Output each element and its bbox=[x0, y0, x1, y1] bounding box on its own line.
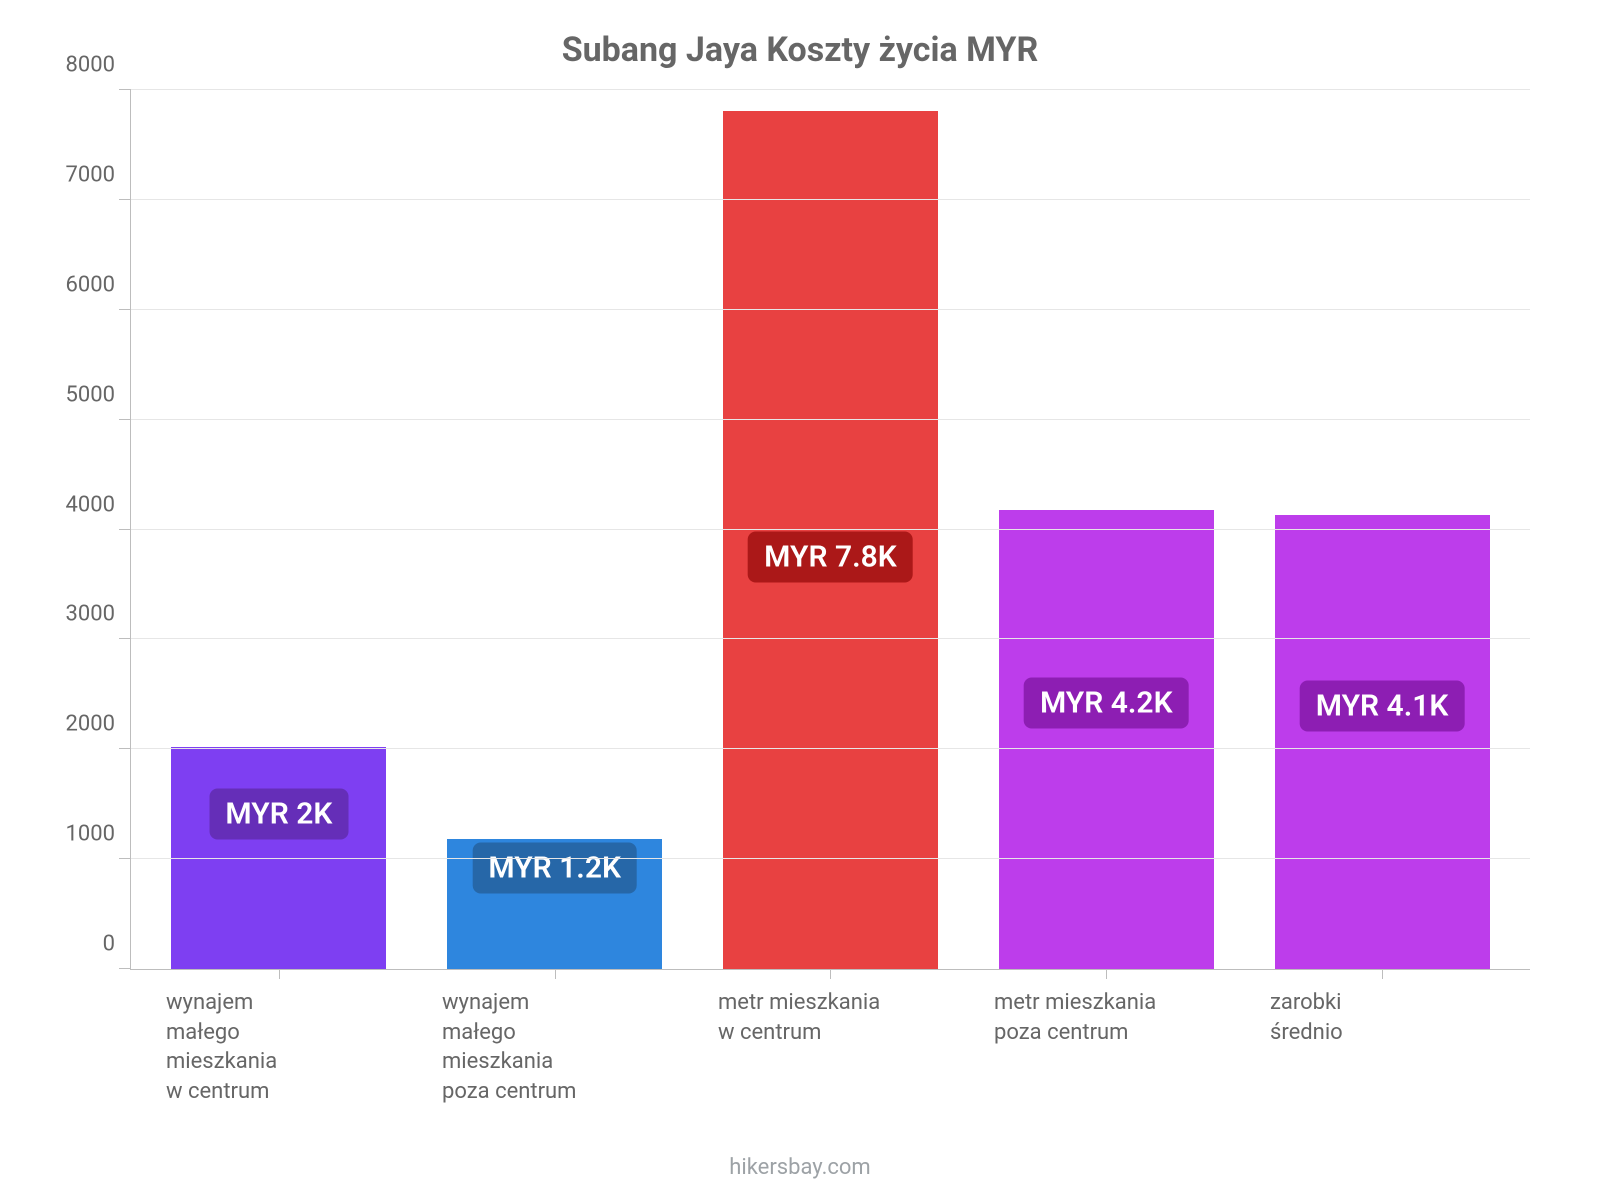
x-axis-label: wynajem małego mieszkania poza centrum bbox=[442, 970, 576, 1107]
bar: MYR 4.2K bbox=[999, 510, 1214, 969]
y-axis-label: 3000 bbox=[66, 602, 131, 627]
attribution-text: hikersbay.com bbox=[40, 1155, 1560, 1180]
bar: MYR 7.8K bbox=[723, 111, 938, 969]
x-axis-label: metr mieszkania poza centrum bbox=[994, 970, 1156, 1107]
y-axis-tick bbox=[119, 419, 131, 420]
bar-value-label: MYR 4.1K bbox=[1300, 680, 1465, 731]
x-axis-label: zarobki średnio bbox=[1270, 970, 1343, 1107]
gridline bbox=[131, 309, 1530, 310]
x-label-slot: wynajem małego mieszkania w centrum bbox=[140, 970, 416, 1107]
y-axis-label: 2000 bbox=[66, 712, 131, 737]
bar: MYR 4.1K bbox=[1275, 515, 1490, 969]
bar-slot: MYR 4.2K bbox=[968, 90, 1244, 969]
y-axis-tick bbox=[119, 968, 131, 969]
cost-of-living-chart: Subang Jaya Koszty życia MYR MYR 2K MYR 1… bbox=[0, 0, 1600, 1200]
y-axis-label: 6000 bbox=[66, 272, 131, 297]
y-axis-tick bbox=[119, 89, 131, 90]
y-axis-tick bbox=[119, 858, 131, 859]
x-label-slot: metr mieszkania poza centrum bbox=[968, 970, 1244, 1107]
bars-row: MYR 2K MYR 1.2K MYR 7.8K MYR 4.2K MYR 4.1K bbox=[131, 90, 1530, 969]
chart-title: Subang Jaya Koszty życia MYR bbox=[40, 30, 1560, 70]
x-axis-label: wynajem małego mieszkania w centrum bbox=[166, 970, 277, 1107]
y-axis-label: 1000 bbox=[66, 822, 131, 847]
x-label-slot: zarobki średnio bbox=[1244, 970, 1520, 1107]
gridline bbox=[131, 419, 1530, 420]
gridline bbox=[131, 748, 1530, 749]
bar-value-label: MYR 4.2K bbox=[1024, 677, 1189, 728]
x-axis-tick bbox=[279, 969, 280, 979]
x-axis-label: metr mieszkania w centrum bbox=[718, 970, 880, 1107]
bar-slot: MYR 7.8K bbox=[693, 90, 969, 969]
y-axis-label: 7000 bbox=[66, 162, 131, 187]
bar-slot: MYR 2K bbox=[141, 90, 417, 969]
x-axis-labels: wynajem małego mieszkania w centrum wynaj… bbox=[130, 970, 1530, 1107]
plot-area: MYR 2KMYR 1.2KMYR 7.8KMYR 4.2KMYR 4.1K 0… bbox=[130, 90, 1530, 970]
gridline bbox=[131, 199, 1530, 200]
y-axis-tick bbox=[119, 748, 131, 749]
y-axis-label: 5000 bbox=[66, 382, 131, 407]
y-axis-tick bbox=[119, 638, 131, 639]
x-label-slot: wynajem małego mieszkania poza centrum bbox=[416, 970, 692, 1107]
bar-value-label: MYR 1.2K bbox=[472, 842, 637, 893]
y-axis-label: 4000 bbox=[66, 492, 131, 517]
bar-slot: MYR 4.1K bbox=[1244, 90, 1520, 969]
gridline bbox=[131, 858, 1530, 859]
y-axis-label: 0 bbox=[103, 932, 131, 957]
gridline bbox=[131, 89, 1530, 90]
y-axis-tick bbox=[119, 199, 131, 200]
x-axis-tick bbox=[1106, 969, 1107, 979]
x-label-slot: metr mieszkania w centrum bbox=[692, 970, 968, 1107]
x-axis-tick bbox=[1382, 969, 1383, 979]
y-axis-tick bbox=[119, 309, 131, 310]
y-axis-label: 8000 bbox=[66, 53, 131, 78]
bar-value-label: MYR 7.8K bbox=[748, 532, 913, 583]
bar-slot: MYR 1.2K bbox=[417, 90, 693, 969]
bar-value-label: MYR 2K bbox=[209, 788, 348, 839]
y-axis-tick bbox=[119, 529, 131, 530]
x-axis-tick bbox=[555, 969, 556, 979]
gridline bbox=[131, 638, 1530, 639]
gridline bbox=[131, 529, 1530, 530]
x-axis-tick bbox=[830, 969, 831, 979]
